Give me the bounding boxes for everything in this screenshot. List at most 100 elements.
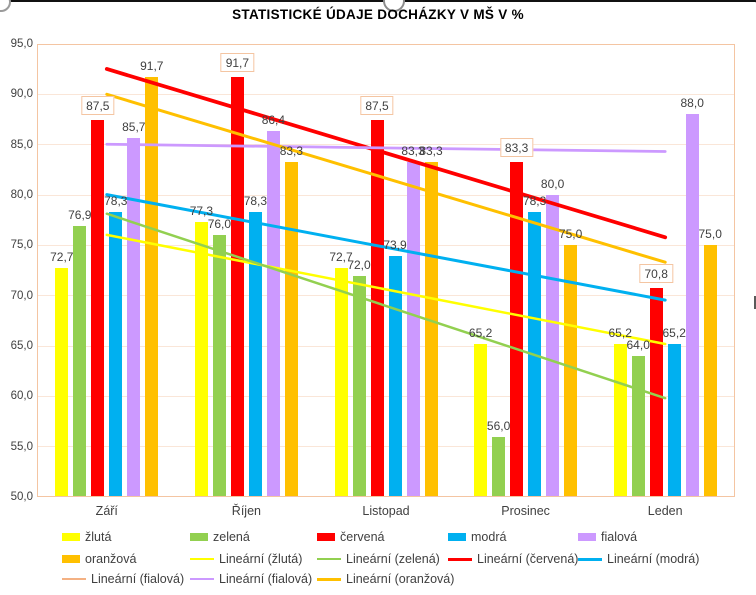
legend-label: Lineární (fialová) xyxy=(219,571,313,586)
data-label-červená-Prosinec: 83,3 xyxy=(499,137,534,157)
data-label-fialová-Prosinec: 80,0 xyxy=(540,177,565,191)
legend-item-oranžová[interactable]: oranžová xyxy=(62,552,136,566)
trendline-Lineární (modrá)[interactable] xyxy=(105,193,667,302)
trendline-Lineární (oranžová)[interactable] xyxy=(105,92,667,264)
data-label-modrá-Leden: 65,2 xyxy=(662,325,686,340)
bar-červená-Říjen[interactable] xyxy=(230,77,244,496)
legend-label: Lineární (modrá) xyxy=(607,551,700,566)
bar-fialová-Říjen[interactable] xyxy=(266,130,280,496)
bar-žlutá-Listopad[interactable] xyxy=(334,268,348,496)
legend-item-zelená[interactable]: zelená xyxy=(190,530,250,544)
bar-oranžová-Říjen[interactable] xyxy=(284,161,298,496)
bar-oranžová-Prosinec[interactable] xyxy=(564,245,578,496)
bar-modrá-Leden[interactable] xyxy=(667,343,681,496)
trendline-Lineární (žlutá)[interactable] xyxy=(105,233,667,346)
bar-oranžová-Leden[interactable] xyxy=(703,245,717,496)
data-label-červená-Září: 87,5 xyxy=(81,95,115,115)
gridline xyxy=(38,395,734,397)
gridline xyxy=(38,244,734,246)
data-label-oranžová-Říjen: 83,3 xyxy=(279,143,304,158)
legend-item-Lineární (modrá)[interactable]: Lineární (modrá) xyxy=(578,552,699,566)
y-tick-label: 55,0 xyxy=(10,440,33,453)
chart-title[interactable]: STATISTICKÉ ÚDAJE DOCHÁZKY V MŠ V % xyxy=(232,7,524,22)
legend-swatch-icon xyxy=(62,533,80,541)
x-tick-label-Listopad: Listopad xyxy=(362,504,410,518)
bar-fialová-Listopad[interactable] xyxy=(406,161,420,496)
data-label-zelená-Říjen: 76,0 xyxy=(207,217,232,232)
legend-label: Lineární (zelená) xyxy=(346,551,440,566)
legend-label: Lineární (červená) xyxy=(477,551,579,566)
data-label-modrá-Prosinec: 78,3 xyxy=(522,194,547,209)
legend-swatch-icon xyxy=(62,555,80,563)
y-tick-label: 75,0 xyxy=(10,239,33,252)
legend-label: Lineární (oranžová) xyxy=(346,571,455,586)
slide-border xyxy=(0,0,756,17)
gridline xyxy=(38,345,734,347)
trendline-Lineární (červená)[interactable] xyxy=(104,67,668,240)
legend-item-fialová[interactable]: fialová xyxy=(578,530,637,544)
x-tick-label-Leden: Leden xyxy=(647,504,683,518)
legend-line-icon xyxy=(190,577,214,581)
bar-žlutá-Říjen[interactable] xyxy=(194,222,208,496)
y-tick-label: 65,0 xyxy=(10,340,33,352)
legend-label: fialová xyxy=(601,529,638,544)
trendline-Lineární (zelená)[interactable] xyxy=(105,212,667,400)
bar-modrá-Listopad[interactable] xyxy=(388,256,402,496)
legend-item-Lineární (zelená)[interactable]: Lineární (zelená) xyxy=(317,552,440,566)
bar-zelená-Říjen[interactable] xyxy=(212,235,226,496)
bar-žlutá-Září[interactable] xyxy=(55,268,69,496)
legend-line-icon xyxy=(190,557,214,561)
x-tick-label-Říjen: Říjen xyxy=(231,504,261,518)
bar-žlutá-Prosinec[interactable] xyxy=(474,343,488,496)
y-tick-label: 85,0 xyxy=(10,138,33,151)
legend-item-žlutá[interactable]: žlutá xyxy=(62,530,111,544)
bar-fialová-Prosinec[interactable] xyxy=(546,195,560,496)
legend-item-Lineární (červená)[interactable]: Lineární (červená) xyxy=(448,552,578,566)
bar-modrá-Říjen[interactable] xyxy=(248,212,262,496)
legend-line-icon xyxy=(448,557,472,561)
data-label-zelená-Prosinec: 56,0 xyxy=(486,418,511,433)
y-tick-label: 60,0 xyxy=(10,390,33,403)
legend-label: modrá xyxy=(471,529,507,544)
data-label-oranžová-Prosinec: 75,0 xyxy=(558,227,583,242)
legend-item-modrá[interactable]: modrá xyxy=(448,530,506,544)
trendline-Lineární (fialová)[interactable] xyxy=(105,142,667,153)
bar-zelená-Září[interactable] xyxy=(73,226,87,496)
y-tick-label: 70,0 xyxy=(10,289,33,302)
legend-item-červená[interactable]: červená xyxy=(317,530,384,544)
legend-label: žlutá xyxy=(85,529,112,544)
bar-oranžová-Září[interactable] xyxy=(145,77,159,496)
legend-item-Lineární (oranžová)[interactable]: Lineární (oranžová) xyxy=(317,572,454,586)
legend-label: oranžová xyxy=(85,551,137,566)
legend-label: Lineární (žlutá) xyxy=(219,551,303,566)
data-label-žlutá-Říjen: 77,3 xyxy=(189,204,214,219)
data-label-fialová-Září: 85,7 xyxy=(122,119,146,134)
data-label-fialová-Listopad: 83,3 xyxy=(401,143,425,158)
bar-zelená-Prosinec[interactable] xyxy=(492,436,506,496)
legend-swatch-icon xyxy=(190,533,208,541)
x-tick-label-Prosinec: Prosinec xyxy=(501,504,550,518)
bar-červená-Leden[interactable] xyxy=(649,287,663,496)
data-label-modrá-Září: 78,3 xyxy=(104,194,128,209)
legend-line-icon xyxy=(62,578,86,580)
legend-item-Lineární (fialová)[interactable]: Lineární (fialová) xyxy=(62,572,184,586)
data-label-oranžová-Září: 91,7 xyxy=(140,59,164,74)
data-label-zelená-Leden: 64,0 xyxy=(626,338,650,353)
bar-fialová-Září[interactable] xyxy=(127,137,141,496)
legend-item-Lineární (fialová)[interactable]: Lineární (fialová) xyxy=(190,572,312,586)
y-tick-label: 95,0 xyxy=(10,38,33,50)
bar-červená-Září[interactable] xyxy=(91,119,105,496)
legend-label: zelená xyxy=(213,529,250,544)
legend-line-icon xyxy=(317,557,341,561)
bar-fialová-Leden[interactable] xyxy=(685,114,699,496)
legend-item-Lineární (žlutá)[interactable]: Lineární (žlutá) xyxy=(190,552,302,566)
bar-červená-Prosinec[interactable] xyxy=(510,161,524,496)
data-label-oranžová-Leden: 75,0 xyxy=(698,227,722,242)
bar-modrá-Září[interactable] xyxy=(109,212,123,496)
legend-line-icon xyxy=(578,557,602,561)
data-label-fialová-Leden: 88,0 xyxy=(680,96,704,111)
bar-oranžová-Listopad[interactable] xyxy=(424,161,438,496)
bar-červená-Listopad[interactable] xyxy=(370,119,384,496)
bar-zelená-Listopad[interactable] xyxy=(352,275,366,496)
